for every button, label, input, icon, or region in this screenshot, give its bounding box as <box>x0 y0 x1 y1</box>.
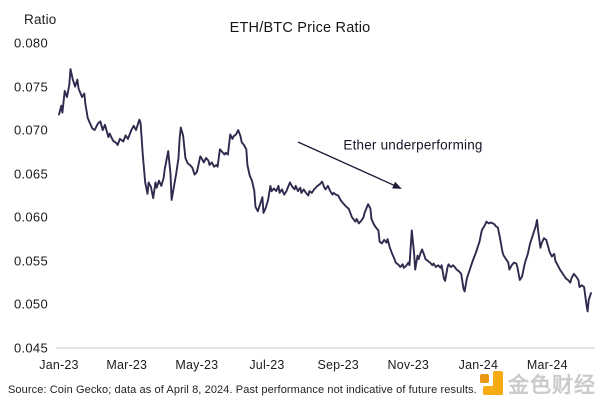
x-tick-label: Jan-23 <box>39 358 79 372</box>
y-tick-label: 0.045 <box>13 340 48 356</box>
y-tick-label: 0.080 <box>13 35 48 51</box>
y-tick-label: 0.060 <box>13 209 48 225</box>
y-tick-label: 0.075 <box>13 79 48 95</box>
x-tick-label: May-23 <box>175 358 219 372</box>
x-tick-label: Mar-23 <box>106 358 148 372</box>
chart-title: ETH/BTC Price Ratio <box>229 20 371 36</box>
x-tick-label: Mar-24 <box>526 358 568 372</box>
annotation-arrowhead-icon <box>392 181 402 189</box>
x-tick-label: Nov-23 <box>387 358 430 372</box>
watermark-brand-text: 金色财经 <box>508 373 596 397</box>
eth-btc-ratio-line <box>58 68 592 313</box>
y-tick-label: 0.050 <box>13 296 48 312</box>
y-tick-label: 0.055 <box>13 253 48 269</box>
annotation-label: Ether underperforming <box>343 137 483 153</box>
watermark: 金色财经 <box>479 369 596 399</box>
y-tick-label: 0.065 <box>13 166 48 182</box>
x-tick-label: Sep-23 <box>317 358 359 372</box>
x-tick-label: Jan-24 <box>458 358 499 372</box>
source-note: Source: Coin Gecko; data as of April 8, … <box>8 384 477 396</box>
y-axis-title: Ratio <box>24 12 57 27</box>
jinse-finance-logo-icon <box>479 370 505 398</box>
y-tick-label: 0.070 <box>13 122 48 138</box>
annotation-arrow-line <box>297 141 401 189</box>
x-tick-label: Jul-23 <box>249 358 285 372</box>
